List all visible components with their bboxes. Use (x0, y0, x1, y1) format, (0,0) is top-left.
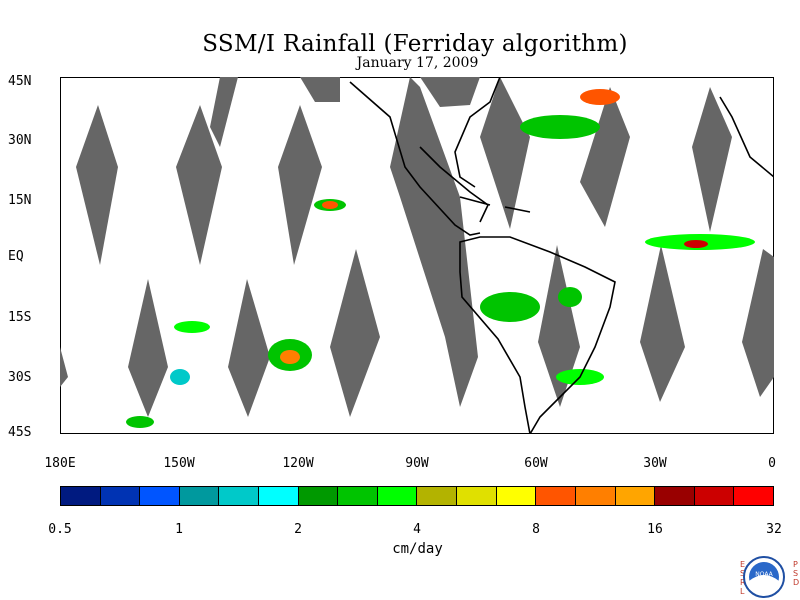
colorbar-swatch (179, 487, 220, 505)
colorbar-tick-label: 16 (647, 522, 663, 537)
swath-gaps (60, 77, 774, 417)
coastlines (349, 77, 774, 434)
swath-gap (176, 105, 222, 265)
swath-gap (76, 105, 118, 265)
swath-gap (692, 87, 732, 232)
swath-gap (210, 77, 238, 147)
lon-label-0: 0 (768, 456, 776, 471)
swath-gap (420, 77, 480, 107)
colorbar-swatch (536, 487, 576, 505)
colorbar-tick-label: 2 (294, 522, 302, 537)
lon-label-180e: 180E (44, 456, 76, 471)
coastline-east-us (454, 77, 501, 188)
rain-patch (480, 292, 540, 322)
lat-label-30s: 30S (8, 370, 32, 385)
lon-label-60w: 60W (524, 456, 548, 471)
lat-label-eq: EQ (8, 249, 24, 264)
rain-patch (170, 369, 190, 385)
colorbar-swatch (694, 487, 735, 505)
colorbar-tick-label: 1 (175, 522, 183, 537)
colorbar-swatch (219, 487, 260, 505)
rain-patch (280, 350, 300, 364)
coastline-caribbean (459, 196, 531, 213)
coastline-south-america (459, 236, 616, 434)
swath-gap (480, 77, 530, 229)
colorbar-tick-label: 8 (532, 522, 540, 537)
swath-gap (640, 245, 685, 402)
logo-left-letters: ESRL (740, 560, 746, 596)
rain-patch (558, 287, 582, 307)
colorbar-swatch (615, 487, 656, 505)
noaa-logo-text: NOAA (755, 571, 773, 578)
colorbar-swatch (655, 487, 695, 505)
lon-label-150w: 150W (163, 456, 195, 471)
swath-gap (742, 249, 774, 397)
logo-right-letters: PSD (793, 560, 799, 587)
rain-patches (126, 89, 755, 428)
lat-label-15n: 15N (8, 193, 32, 208)
colorbar (60, 486, 774, 506)
swath-gap (390, 77, 478, 407)
colorbar-swatch (496, 487, 537, 505)
swath-gap (128, 279, 168, 417)
lon-label-30w: 30W (643, 456, 667, 471)
rain-patch (684, 240, 708, 248)
coastline-north-america (349, 81, 481, 236)
colorbar-units: cm/day (392, 541, 443, 557)
colorbar-swatch (298, 487, 339, 505)
lat-label-15s: 15S (8, 310, 32, 325)
colorbar-swatch (259, 487, 299, 505)
colorbar-swatch (575, 487, 616, 505)
swath-gap (330, 249, 380, 417)
lat-label-45s: 45S (8, 425, 32, 440)
logo-right-text: PSD (793, 560, 800, 587)
swath-gap (60, 347, 68, 387)
colorbar-swatch (417, 487, 458, 505)
rainfall-map (60, 77, 774, 434)
colorbar-swatch (734, 487, 773, 505)
map-title: SSM/I Rainfall (Ferriday algorithm) (202, 31, 628, 57)
lon-label-120w: 120W (282, 456, 314, 471)
rain-patch (322, 201, 338, 209)
swath-gap (300, 77, 340, 102)
lat-label-30n: 30N (8, 133, 32, 148)
swath-gap (228, 279, 270, 417)
lon-label-90w: 90W (405, 456, 429, 471)
colorbar-swatch (100, 487, 141, 505)
colorbar-tick-label: 4 (413, 522, 421, 537)
colorbar-swatch (140, 487, 180, 505)
colorbar-swatch (377, 487, 418, 505)
lat-label-45n: 45N (8, 74, 32, 89)
swath-gap (538, 245, 580, 407)
rain-patch (174, 321, 210, 333)
colorbar-tick-label: 32 (766, 522, 782, 537)
rain-patch (520, 115, 600, 139)
coastline-africa (719, 96, 774, 178)
coastline-gulf (419, 146, 490, 223)
colorbar-swatch (338, 487, 378, 505)
swath-gap (278, 105, 322, 265)
noaa-logo-icon: NOAA (743, 556, 785, 598)
colorbar-swatch (61, 487, 101, 505)
logo-left-text: ESRL (740, 560, 746, 596)
swath-gap (580, 87, 630, 227)
colorbar-swatch (457, 487, 497, 505)
colorbar-tick-label: 0.5 (48, 522, 72, 537)
map-date: January 17, 2009 (356, 55, 479, 71)
rain-patch (580, 89, 620, 105)
rain-patch (126, 416, 154, 428)
